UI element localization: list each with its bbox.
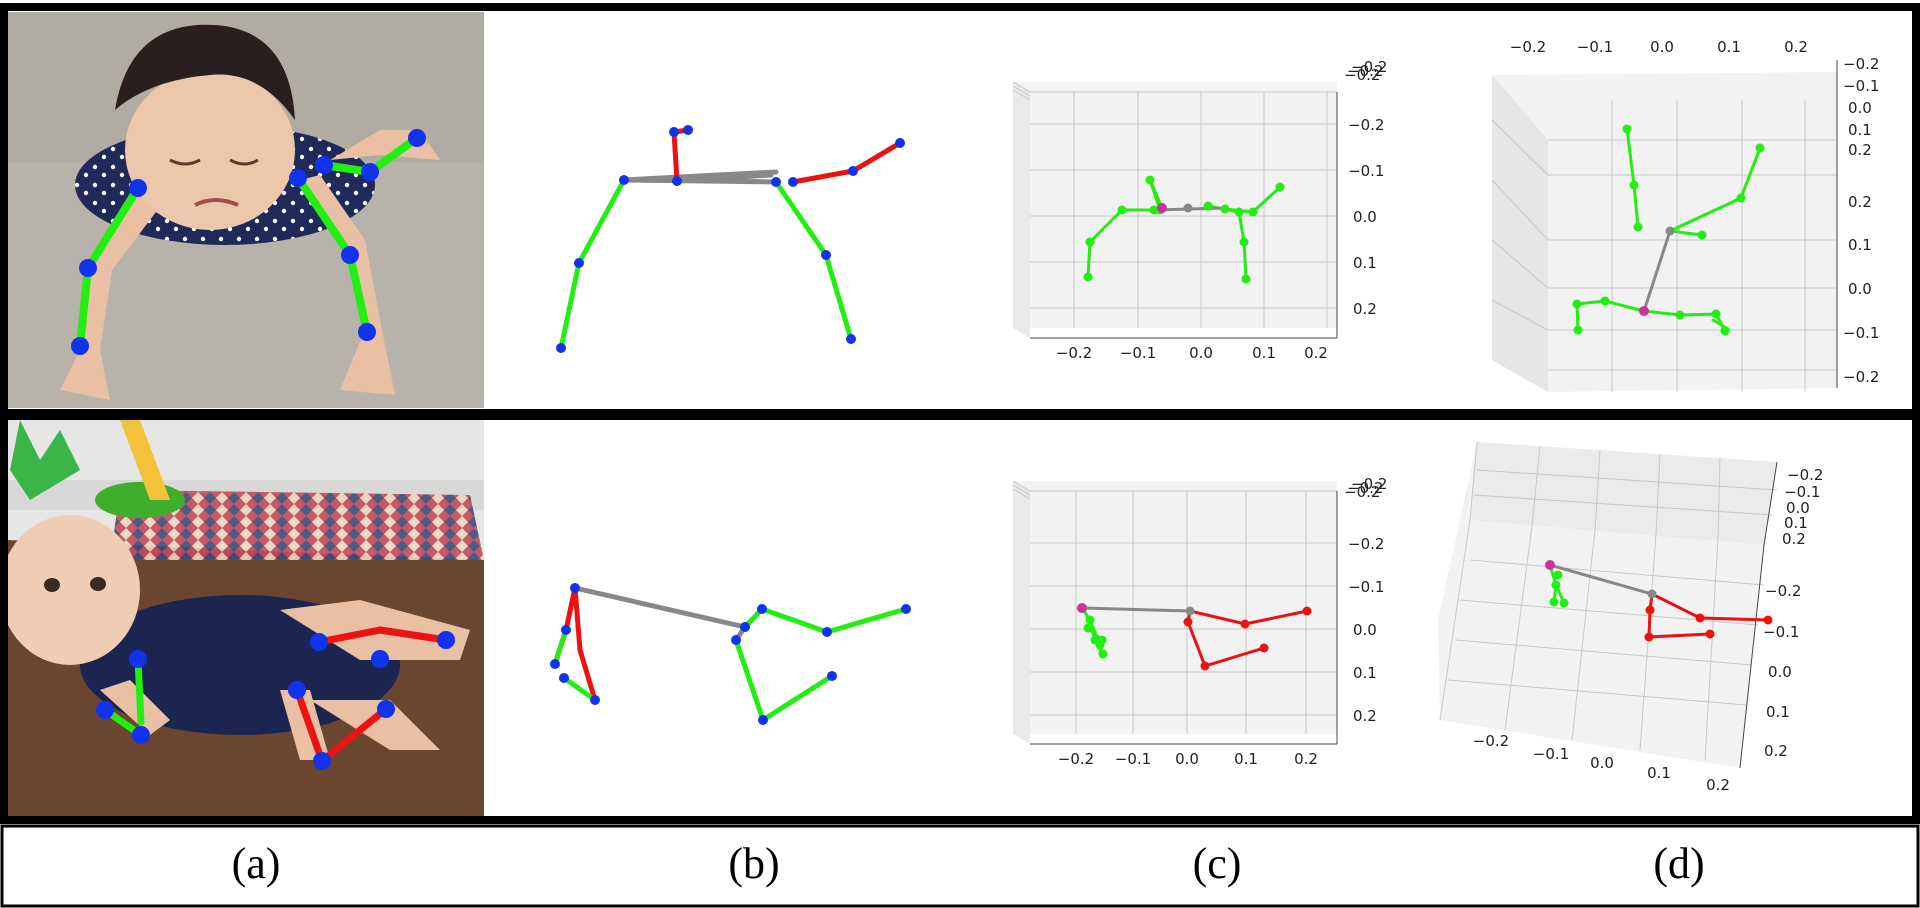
tick-label: −0.1 (1120, 344, 1156, 362)
tick-label: −0.2 (1510, 38, 1546, 56)
tick-label: 0.0 (1768, 663, 1792, 681)
tick-label: −0.1 (1577, 38, 1613, 56)
tick-label: −0.1 (1115, 750, 1151, 768)
tick-label: −0.1 (1843, 324, 1879, 342)
tick-label: 0.1 (1647, 764, 1671, 782)
tick-label: −0.2 (1473, 732, 1509, 750)
row1-3d-top-view: −0.2 −0.1 0.0 0.1 0.2 −0.2 −0.1 0.0 0.1 … (1491, 38, 1879, 392)
tick-label: 0.2 (1353, 707, 1377, 725)
tick-label: 0.1 (1848, 121, 1872, 139)
row2-d-bottom-ticks: −0.2 −0.1 0.0 0.1 0.2 (1473, 732, 1730, 794)
tick-label: 0.1 (1252, 344, 1276, 362)
tick-label: −0.2 (1344, 483, 1380, 501)
tick-label: −0.2 (1351, 58, 1387, 76)
row1-3d-front-view: −0.2 −0.1 0.0 0.1 0.2 −0.2 −0.1 0.0 0.1 … (1012, 58, 1387, 362)
tick-label: 0.1 (1784, 514, 1808, 532)
tick-label: 0.2 (1706, 776, 1730, 794)
tick-label: −0.2 (1056, 344, 1092, 362)
tick-label: 0.1 (1848, 236, 1872, 254)
row2-3d-oblique-view: −0.2 −0.1 0.0 0.1 0.2 −0.2 −0.1 0.0 0.1 … (1438, 441, 1823, 794)
row2-2d-skeleton (550, 583, 911, 725)
tick-label: 0.0 (1786, 499, 1810, 517)
panel-frames (0, 3, 1920, 908)
row2-c-z-ticks: −0.2 −0.2 −0.2 (1344, 475, 1387, 501)
tick-label: 0.0 (1650, 38, 1674, 56)
tick-label: 0.1 (1234, 750, 1258, 768)
row1-c-y-ticks: −0.2 −0.1 0.0 0.1 0.2 (1348, 116, 1384, 318)
tick-label: 0.2 (1848, 193, 1872, 211)
tick-label: 0.1 (1717, 38, 1741, 56)
tick-label: −0.2 (1843, 55, 1879, 73)
tick-label: 0.1 (1766, 703, 1790, 721)
tick-label: 0.2 (1304, 344, 1328, 362)
tick-label: −0.2 (1843, 368, 1879, 386)
tick-label: −0.2 (1348, 535, 1384, 553)
tick-label: −0.1 (1348, 162, 1384, 180)
row1-c-x-ticks: −0.2 −0.1 0.0 0.1 0.2 (1056, 344, 1328, 362)
tick-label: −0.2 (1058, 750, 1094, 768)
tick-label: 0.0 (1175, 750, 1199, 768)
tick-label: −0.2 (1347, 62, 1383, 80)
tick-label: −0.1 (1763, 623, 1799, 641)
tick-label: −0.1 (1348, 578, 1384, 596)
tick-label: 0.0 (1353, 208, 1377, 226)
tick-label: −0.1 (1784, 483, 1820, 501)
row1-d-top-ticks: −0.2 −0.1 0.0 0.1 0.2 (1510, 38, 1808, 56)
row2-photo (0, 420, 484, 816)
row2-d-right-ticks: −0.2 −0.1 0.0 0.1 0.2 (1763, 582, 1801, 760)
captions: (a) (b) (c) (d) (232, 839, 1705, 888)
tick-label: 0.2 (1764, 742, 1788, 760)
row2-c-x-ticks: −0.2 −0.1 0.0 0.1 0.2 (1058, 750, 1318, 768)
tick-label: −0.2 (1765, 582, 1801, 600)
tick-label: 0.2 (1848, 141, 1872, 159)
tick-label: 0.0 (1848, 99, 1872, 117)
tick-label: 0.0 (1353, 621, 1377, 639)
caption-a: (a) (232, 839, 281, 888)
row1-d-right-top-ticks: −0.2 −0.1 0.0 0.1 0.2 (1843, 55, 1879, 159)
tick-label: −0.2 (1351, 475, 1387, 493)
caption-d: (d) (1653, 839, 1704, 888)
tick-label: 0.0 (1189, 344, 1213, 362)
tick-label: 0.2 (1782, 530, 1806, 548)
row1-photo (8, 12, 484, 408)
row2-d-right-top-ticks: −0.2 −0.1 0.0 0.1 0.2 (1782, 466, 1823, 548)
tick-label: 0.2 (1353, 300, 1377, 318)
row1-c-z-ticks: −0.2 −0.2 −0.2 (1344, 58, 1387, 84)
row2-c-y-ticks: −0.2 −0.1 0.0 0.1 0.2 (1348, 535, 1384, 725)
tick-label: −0.1 (1843, 77, 1879, 95)
tick-label: 0.0 (1848, 280, 1872, 298)
caption-b: (b) (728, 839, 779, 888)
tick-label: 0.0 (1590, 754, 1614, 772)
row2-3d-front-view: −0.2 −0.1 0.0 0.1 0.2 −0.2 −0.1 0.0 0.1 … (1012, 475, 1387, 768)
tick-label: 0.1 (1353, 254, 1377, 272)
tick-label: −0.1 (1533, 745, 1569, 763)
tick-label: −0.2 (1344, 66, 1380, 84)
row1-2d-skeleton (556, 125, 905, 353)
tick-label: 0.1 (1353, 664, 1377, 682)
tick-label: 0.2 (1784, 38, 1808, 56)
tick-label: 0.2 (1294, 750, 1318, 768)
tick-label: −0.2 (1347, 479, 1383, 497)
caption-c: (c) (1193, 839, 1242, 888)
tick-label: −0.2 (1348, 116, 1384, 134)
row1-d-right-ticks: 0.2 0.1 0.0 −0.1 −0.2 (1843, 193, 1879, 386)
tick-label: −0.2 (1787, 466, 1823, 484)
